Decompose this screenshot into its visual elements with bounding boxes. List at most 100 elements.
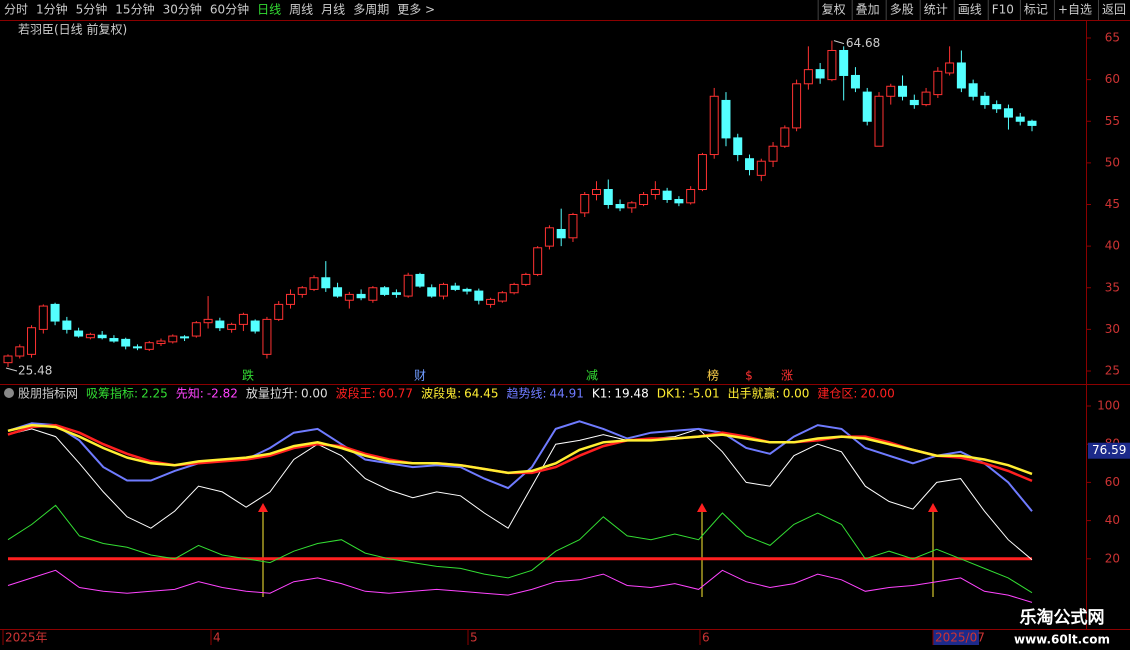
signal-word: 财 [414,369,426,383]
chart-title: 若羽臣(日线 前复权) [18,22,127,37]
candle-body [639,194,649,205]
toolbar-tab[interactable]: 周线 [289,3,313,17]
toolbar-tab[interactable]: 1分钟 [36,2,68,17]
candle-body [121,338,131,347]
candle-body [521,273,531,285]
toolbar-tab[interactable]: 分时 [4,3,28,17]
candle-body [321,277,331,289]
candle-body [285,293,295,305]
y-tick-label: 25 [1105,364,1120,378]
candle-body [3,355,13,364]
y-tick-label: 100 [1097,399,1120,413]
indicator-value: 19.48 [614,387,648,401]
candle-body [544,227,554,247]
signal-arrows [258,503,938,597]
indicator-name: 吸筹指标: [86,386,138,401]
toolbar-tab[interactable]: 60分钟 [210,2,249,17]
indicator-name: 波段王: [336,386,376,401]
toolbar-button[interactable]: 复权 [822,3,846,17]
candle-body [156,340,166,345]
candle-body [592,189,602,196]
candle-body [509,283,519,294]
candle-body [756,160,766,176]
indicator-name: DK1: [657,387,686,401]
candle-body [709,95,719,156]
toolbar-tab[interactable]: 月线 [321,3,345,17]
candle-body [568,213,578,239]
low-pointer [5,367,18,372]
date-label: 2025/07 [935,631,985,645]
indicator-value: 60.77 [379,387,413,401]
arrow-head [258,503,268,512]
toolbar-button[interactable]: F10 [992,3,1014,17]
arrow-head [697,503,707,512]
toolbar-tab[interactable]: 更多 > [397,3,435,17]
y-tick-label: 55 [1105,114,1120,128]
candle-body [968,83,978,97]
candle-body [697,154,707,191]
current-value-box [1088,442,1130,459]
candle-body [415,273,425,287]
candle-body [238,313,248,325]
toolbar-button[interactable]: 返回 [1102,3,1126,17]
indicator-line [7,504,1033,594]
toolbar-button[interactable]: 叠加 [856,3,880,17]
toolbar-tab[interactable]: 15分钟 [115,2,154,17]
candle-body [474,290,484,301]
candle-body [168,335,178,343]
indicator-name: 建仓区: [817,387,857,401]
signal-word: 涨 [781,368,793,383]
toolbar-button[interactable]: 统计 [924,3,948,17]
high-label: 64.68 [846,36,880,50]
toolbar-button[interactable]: 多股 [890,3,914,17]
candle-body [768,145,778,162]
candle-body [650,189,660,196]
indicator-line [7,420,1033,512]
candle-body [368,287,378,301]
indicator-name: 先知: [176,387,204,401]
y-tick-label: 60 [1105,475,1120,489]
current-value: 76.59 [1092,443,1126,457]
toolbar-button[interactable]: 标记 [1024,3,1048,17]
candle-body [309,277,319,290]
candle-body [380,287,390,295]
y-tick-label: 65 [1105,31,1120,45]
candle-body [74,330,84,337]
date-highlight [933,630,979,645]
candle-body [1027,120,1037,126]
candle-body [556,228,566,239]
indicator-name: 趋势线: [506,387,546,401]
candle-body [391,292,401,295]
candle-body [215,320,225,329]
candle-body [603,189,613,205]
candle-body [15,346,25,357]
y-tick-label: 35 [1105,280,1120,294]
candle-body [745,158,755,171]
candle-body [956,62,966,89]
date-label: 4 [213,631,221,645]
toolbar-tab[interactable]: 30分钟 [163,2,202,17]
toolbar-button[interactable]: +自选 [1058,3,1092,17]
y-tick-label: 40 [1105,239,1120,253]
candle-body [27,327,37,355]
indicator-value: 44.91 [550,387,584,401]
toolbar-tab[interactable]: 日线 [257,3,281,17]
candle-body [780,127,790,147]
indicator-value: 2.25 [141,387,168,401]
candle-body [62,320,72,330]
indicator-value: 0.00 [783,387,810,401]
toolbar-tab[interactable]: 5分钟 [76,2,108,17]
panel-title: 股朋指标网 [18,386,78,401]
watermark: 乐淘公式网 [1020,607,1105,628]
candle-body [462,288,472,292]
candle-body [533,247,543,275]
candle-body [109,338,119,342]
toolbar-button[interactable]: 画线 [958,3,982,17]
toolbar-tab[interactable]: 多周期 [353,3,389,17]
candle-body [992,104,1002,110]
indicator-value: -5.01 [689,387,720,401]
arrow-head [928,503,938,512]
